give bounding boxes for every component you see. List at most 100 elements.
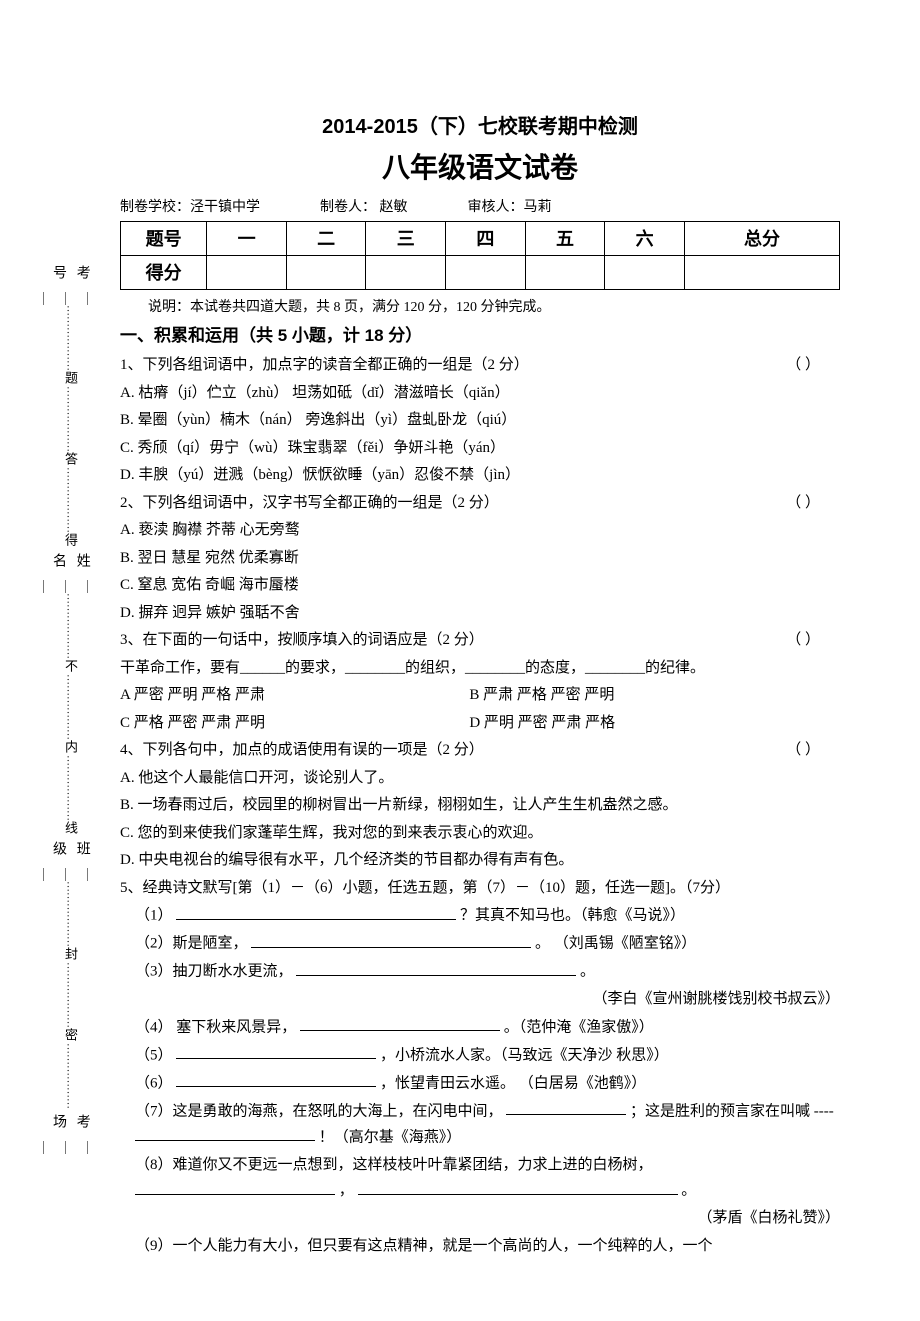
blank xyxy=(135,1125,315,1142)
cell xyxy=(366,256,446,290)
cell: 得分 xyxy=(121,256,207,290)
txt: 。（范仲淹《渔家傲》） xyxy=(504,1019,654,1035)
q1-c: C. 秀颀（qí）毋宁（wù）珠宝翡翠（fěi）争妍斗艳（yán） xyxy=(120,436,840,462)
line: ＿＿＿ xyxy=(37,868,103,881)
txt: （8）难道你又不更远一点想到，这样枝枝叶叶靠紧团结，力求上进的白杨树， xyxy=(135,1157,653,1173)
q3-stem: 3、在下面的一句话中，按顺序填入的词语应是（2 分） xyxy=(120,632,484,648)
instructions: 说明：本试卷共四道大题，共 8 页，满分 120 分，120 分钟完成。 xyxy=(120,296,840,320)
txt: ，小桥流水人家。（马致远《天净沙 秋思》） xyxy=(380,1047,669,1063)
sep-xian: 线 xyxy=(59,821,81,836)
cell: 题号 xyxy=(121,222,207,256)
blank xyxy=(358,1178,678,1195)
meta-line: 制卷学校：泾干镇中学 制卷人： 赵敏 审核人：马莉 xyxy=(120,196,840,220)
q4-a: A. 他这个人最能信口开河，谈论别人了。 xyxy=(120,766,840,792)
dots: ……………… xyxy=(61,467,80,533)
q1-a: A. 枯瘠（jí）伫立（zhù） 坦荡如砥（dǐ）潜滋暗长（qiǎn） xyxy=(120,381,840,407)
blank xyxy=(296,959,576,976)
blank xyxy=(176,1071,376,1088)
dots: ……………… xyxy=(61,881,80,947)
q3: 3、在下面的一句话中，按顺序填入的词语应是（2 分） （ ） xyxy=(120,628,840,654)
q5-8: （8）难道你又不更远一点想到，这样枝枝叶叶靠紧团结，力求上进的白杨树， ， 。 xyxy=(135,1153,840,1205)
q2-b: B. 翌日 慧星 宛然 优柔寡断 xyxy=(120,546,840,572)
sep-feng: 封 xyxy=(59,947,81,962)
q3-row2: C 严格 严密 严肃 严明 D 严明 严密 严肃 严格 xyxy=(120,711,840,737)
blank xyxy=(176,1043,376,1060)
label-xingming: 姓名 xyxy=(46,553,94,575)
q5-7: （7）这是勇敢的海燕，在怒吼的大海上，在闪电中间， ；这是胜利的预言家在叫喊 -… xyxy=(135,1099,840,1151)
cell xyxy=(605,256,685,290)
label-banji: 班级 xyxy=(46,841,94,863)
score-table: 题号 一 二 三 四 五 六 总分 得分 xyxy=(120,221,840,290)
title-line-1: 2014-2015（下）七校联考期中检测 xyxy=(120,110,840,144)
cell: 总分 xyxy=(684,222,839,256)
q3-a: A 严密 严明 严格 严肃 xyxy=(120,683,466,709)
sep-nei: 内 xyxy=(59,740,81,755)
txt: （3）抽刀断水水更流， xyxy=(135,964,293,980)
txt: ， xyxy=(339,1183,354,1199)
cell: 三 xyxy=(366,222,446,256)
cell: 四 xyxy=(446,222,526,256)
answer-bracket: （ ） xyxy=(786,628,820,654)
q5-3: （3）抽刀断水水更流， 。 xyxy=(135,959,840,985)
q5-2: （2）斯是陋室， 。 （刘禹锡《陋室铭》） xyxy=(135,931,840,957)
q5-5: （5） ，小桥流水人家。（马致远《天净沙 秋思》） xyxy=(135,1043,840,1069)
blank xyxy=(251,931,531,948)
cell xyxy=(207,256,287,290)
txt: （1） xyxy=(135,908,173,924)
dots: ……………… xyxy=(61,593,80,659)
q5-stem: 5、经典诗文默写[第（1）－（6）小题，任选五题，第（7）－（10）题，任选一题… xyxy=(120,876,840,902)
title-line-2: 八年级语文试卷 xyxy=(120,144,840,192)
q2: 2、下列各组词语中，汉字书写全都正确的一组是（2 分） （ ） xyxy=(120,491,840,517)
sep-ti: 题 xyxy=(59,371,81,386)
cell xyxy=(446,256,526,290)
line: ＿＿＿ xyxy=(37,1141,103,1154)
q4-d: D. 中央电视台的编导很有水平，几个经济类的节目都办得有声有色。 xyxy=(120,848,840,874)
txt: 。 xyxy=(681,1183,696,1199)
blank xyxy=(300,1015,500,1032)
sep-da: 答 xyxy=(59,452,81,467)
answer-bracket: （ ） xyxy=(786,738,820,764)
q2-stem: 2、下列各组词语中，汉字书写全都正确的一组是（2 分） xyxy=(120,495,499,511)
blank xyxy=(176,903,456,920)
txt: ？其真不知马也。（韩愈《马说》） xyxy=(460,908,685,924)
dots: ……………… xyxy=(61,386,80,452)
txt: （6） xyxy=(135,1075,173,1091)
q1-b: B. 晕圈（yùn）楠木（nán） 旁逸斜出（yì）盘虬卧龙（qiú） xyxy=(120,408,840,434)
answer-bracket: （ ） xyxy=(786,353,820,379)
section-1-heading: 一、积累和运用（共 5 小题，计 18 分） xyxy=(120,322,840,351)
dots: ……………… xyxy=(61,755,80,821)
txt: 。 xyxy=(580,964,595,980)
q4-stem: 4、下列各句中，加点的成语使用有误的一项是（2 分） xyxy=(120,742,484,758)
q3-row1: A 严密 严明 严格 严肃 B 严肃 严格 严密 严明 xyxy=(120,683,840,709)
q3-c: C 严格 严密 严肃 严明 xyxy=(120,711,466,737)
txt: ；这是胜利的预言家在叫喊 ---- xyxy=(630,1103,834,1119)
sep-de: 得 xyxy=(59,533,81,548)
label-kaochang: 考场 xyxy=(46,1114,94,1136)
q3-sentence: 干革命工作，要有______的要求，________的组织，________的态… xyxy=(120,656,840,682)
line: ＿＿＿ xyxy=(37,292,103,305)
q5-4: （4） 塞下秋来风景异， 。（范仲淹《渔家傲》） xyxy=(135,1015,840,1041)
txt: ！（高尔基《海燕》） xyxy=(319,1129,462,1145)
binding-strip: 考号 ＿＿＿ ……………… 题 ……………… 答 ……………… 得 姓名 ＿＿＿… xyxy=(40,260,100,1060)
sep-mi: 密 xyxy=(59,1028,81,1043)
sep-bu: 不 xyxy=(59,659,81,674)
author: 制卷人： 赵敏 xyxy=(320,196,408,220)
q5-8-src: （茅盾《白杨礼赞》） xyxy=(120,1206,840,1232)
q4-b: B. 一场春雨过后，校园里的柳树冒出一片新绿，栩栩如生，让人产生生机盎然之感。 xyxy=(120,793,840,819)
q5-1: （1） ？其真不知马也。（韩愈《马说》） xyxy=(135,903,840,929)
txt: ，怅望青田云水遥。 （白居易《池鹤》） xyxy=(380,1075,646,1091)
q1-d: D. 丰腴（yú）迸溅（bèng）恹恹欲睡（yān）忍俊不禁（jìn） xyxy=(120,463,840,489)
q3-d: D 严明 严密 严肃 严格 xyxy=(469,715,615,731)
cell: 二 xyxy=(286,222,366,256)
q3-b: B 严肃 严格 严密 严明 xyxy=(469,687,614,703)
dots: ……………… xyxy=(61,674,80,740)
q1-stem: 1、下列各组词语中，加点字的读音全都正确的一组是（2 分） xyxy=(120,357,529,373)
q5-3-src: （李白《宣州谢朓楼饯别校书叔云》） xyxy=(120,987,840,1013)
q4-c: C. 您的到来使我们家蓬荜生辉，我对您的到来表示衷心的欢迎。 xyxy=(120,821,840,847)
dots: ……………… xyxy=(61,305,80,371)
school: 制卷学校：泾干镇中学 xyxy=(120,196,260,220)
q5-6: （6） ，怅望青田云水遥。 （白居易《池鹤》） xyxy=(135,1071,840,1097)
q2-a: A. 亵渎 胸襟 芥蒂 心无旁鹜 xyxy=(120,518,840,544)
dots: ……………… xyxy=(61,962,80,1028)
dots: ……………… xyxy=(61,1043,80,1109)
